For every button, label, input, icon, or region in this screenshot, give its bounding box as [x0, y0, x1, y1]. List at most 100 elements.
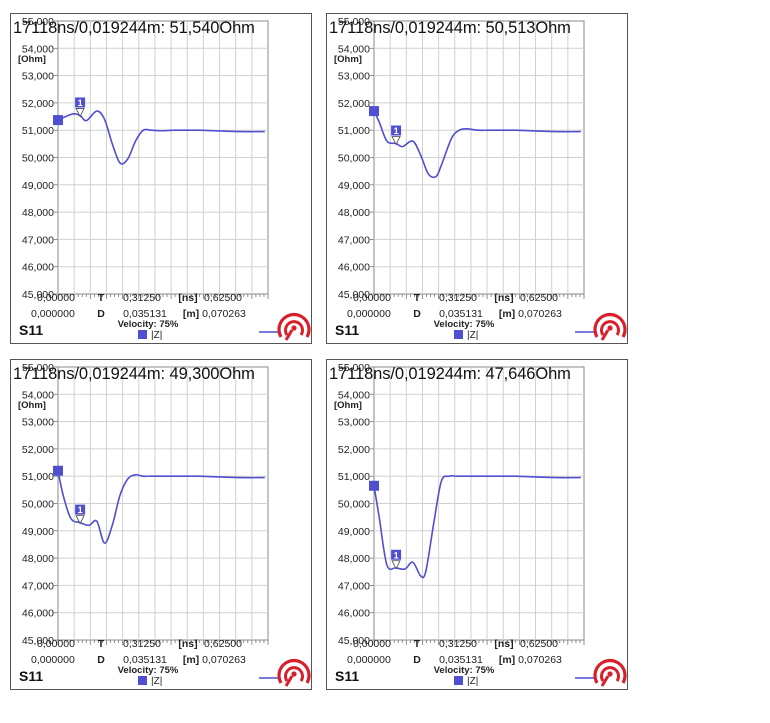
- x-tick-label-distance: 0,035131: [439, 308, 483, 320]
- chart-plot: 55,000 54,000 53,000 52,000 51,000 50,000 49,0…: [18, 16, 269, 330]
- x-tick-label-time: T: [414, 638, 421, 650]
- y-tick-label: 53,000: [338, 417, 370, 429]
- y-tick-label: 46,000: [22, 608, 54, 620]
- x-tick-label-time: 0,00000: [353, 292, 391, 304]
- marker-triangle: [391, 136, 401, 146]
- x-tick-label-distance: D: [97, 308, 105, 320]
- marker-label: 1: [78, 98, 83, 108]
- x-tick-label-distance: 0,035131: [123, 654, 167, 666]
- logo-arc-inner: [600, 320, 620, 336]
- y-tick-label: 48,000: [338, 553, 370, 565]
- y-tick-label: 52,000: [338, 444, 370, 456]
- x-tick-label-distance: D: [413, 654, 421, 666]
- y-tick-label: 48,000: [22, 207, 54, 219]
- logo-dot: [607, 325, 613, 331]
- y-tick-label: 46,000: [338, 608, 370, 620]
- velocity-label: Velocity: 75%: [434, 665, 495, 676]
- y-tick-label: 52,000: [338, 98, 370, 110]
- y-tick-label: 55,000: [22, 16, 54, 28]
- x-tick-label-distance: 0,035131: [439, 654, 483, 666]
- y-tick-label: 51,000: [22, 471, 54, 483]
- marker-box: [391, 549, 402, 560]
- logo-icon: [259, 658, 311, 687]
- logo-arc-inner: [284, 666, 304, 682]
- x-tick-label-time: T: [98, 638, 105, 650]
- x-tick-label-distance: [m]: [499, 308, 515, 320]
- x-tick-label-time: [ns]: [178, 292, 197, 304]
- marker-box: [391, 125, 402, 136]
- x-tick-label-time: 0,31250: [439, 638, 477, 650]
- x-tick-label-distance: 0,070263: [202, 308, 246, 320]
- port-label: S11: [335, 322, 360, 338]
- legend-swatch: [454, 676, 463, 685]
- chart-panel-4: 55,000 54,000 53,000 52,000 51,000 50,000 49,0…: [326, 359, 628, 690]
- legend-swatch: [454, 330, 463, 339]
- y-tick-label: 49,000: [22, 526, 54, 538]
- logo-icon: [259, 312, 311, 341]
- y-tick-label: 47,000: [338, 234, 370, 246]
- y-tick-label: 55,000: [22, 362, 54, 374]
- y-tick-label: 48,000: [22, 553, 54, 565]
- y-tick-label: 50,000: [22, 499, 54, 511]
- x-tick-label-time: 0,31250: [123, 638, 161, 650]
- legend-label: |Z|: [151, 330, 163, 341]
- x-tick-label-time: 0,31250: [439, 292, 477, 304]
- logo-dot: [607, 671, 613, 677]
- logo-icon: [575, 658, 627, 687]
- y-tick-label: 47,000: [338, 580, 370, 592]
- x-tick-label-time: 0,62500: [204, 638, 242, 650]
- y-tick-label: 53,000: [338, 71, 370, 83]
- x-tick-label-time: [ns]: [494, 638, 513, 650]
- logo-arc-inner: [600, 666, 620, 682]
- x-tick-label-distance: D: [413, 308, 421, 320]
- y-tick-label: 46,000: [22, 262, 54, 274]
- y-tick-label: 55,000: [338, 362, 370, 374]
- y-tick-label: 46,000: [338, 262, 370, 274]
- marker-box: [75, 97, 86, 108]
- y-tick-label: 45,000: [338, 635, 370, 647]
- marker-readout: 17118ns/0,019244m: 51,540Ohm: [13, 19, 255, 37]
- y-tick-label: 49,000: [338, 180, 370, 192]
- logo-stand: [600, 329, 610, 341]
- y-tick-label: 47,000: [22, 580, 54, 592]
- chart-panel-3: 55,000 54,000 53,000 52,000 51,000 50,000 49,0…: [10, 359, 312, 690]
- port-label: S11: [335, 668, 360, 684]
- y-axis-label: [Ohm]: [18, 54, 46, 65]
- marker-label: 1: [394, 550, 399, 560]
- legend: |Z|: [454, 676, 478, 687]
- x-tick-label-time: 0,62500: [204, 292, 242, 304]
- port-label: S11: [19, 668, 44, 684]
- legend-label: |Z|: [151, 676, 163, 687]
- x-tick-label-distance: 0,070263: [518, 308, 562, 320]
- x-tick-label-time: 0,00000: [37, 638, 75, 650]
- velocity-label: Velocity: 75%: [118, 665, 179, 676]
- y-tick-label: 53,000: [22, 71, 54, 83]
- y-tick-label: 45,000: [338, 289, 370, 301]
- x-tick-label-time: 0,62500: [520, 638, 558, 650]
- x-tick-label-distance: 0,000000: [347, 308, 391, 320]
- chart-plot: 55,000 54,000 53,000 52,000 51,000 50,000 49,0…: [334, 16, 585, 330]
- y-tick-label: 50,000: [22, 153, 54, 165]
- velocity-label: Velocity: 75%: [434, 319, 495, 330]
- series-start-point: [53, 465, 63, 476]
- x-tick-label-time: 0,31250: [123, 292, 161, 304]
- y-tick-label: 54,000: [338, 389, 370, 401]
- logo-dot: [291, 325, 297, 331]
- marker-label: 1: [78, 505, 83, 515]
- chart-panel-2: 55,000 54,000 53,000 52,000 51,000 50,000 49,0…: [326, 13, 628, 344]
- x-tick-label-distance: [m]: [183, 308, 199, 320]
- y-tick-label: 47,000: [22, 234, 54, 246]
- logo-arc-outer: [277, 658, 311, 684]
- y-tick-label: 54,000: [22, 389, 54, 401]
- series-start-point: [369, 106, 379, 117]
- y-tick-label: 53,000: [22, 417, 54, 429]
- chart-plot: 55,000 54,000 53,000 52,000 51,000 50,000 49,0…: [334, 362, 585, 676]
- x-tick-label-time: [ns]: [178, 638, 197, 650]
- x-tick-label-distance: 0,035131: [123, 308, 167, 320]
- y-tick-label: 55,000: [338, 16, 370, 28]
- x-tick-label-time: 0,62500: [520, 292, 558, 304]
- y-tick-label: 54,000: [338, 43, 370, 55]
- series-start-point: [369, 480, 379, 491]
- logo-stand: [284, 329, 294, 341]
- x-tick-label-distance: 0,070263: [202, 654, 246, 666]
